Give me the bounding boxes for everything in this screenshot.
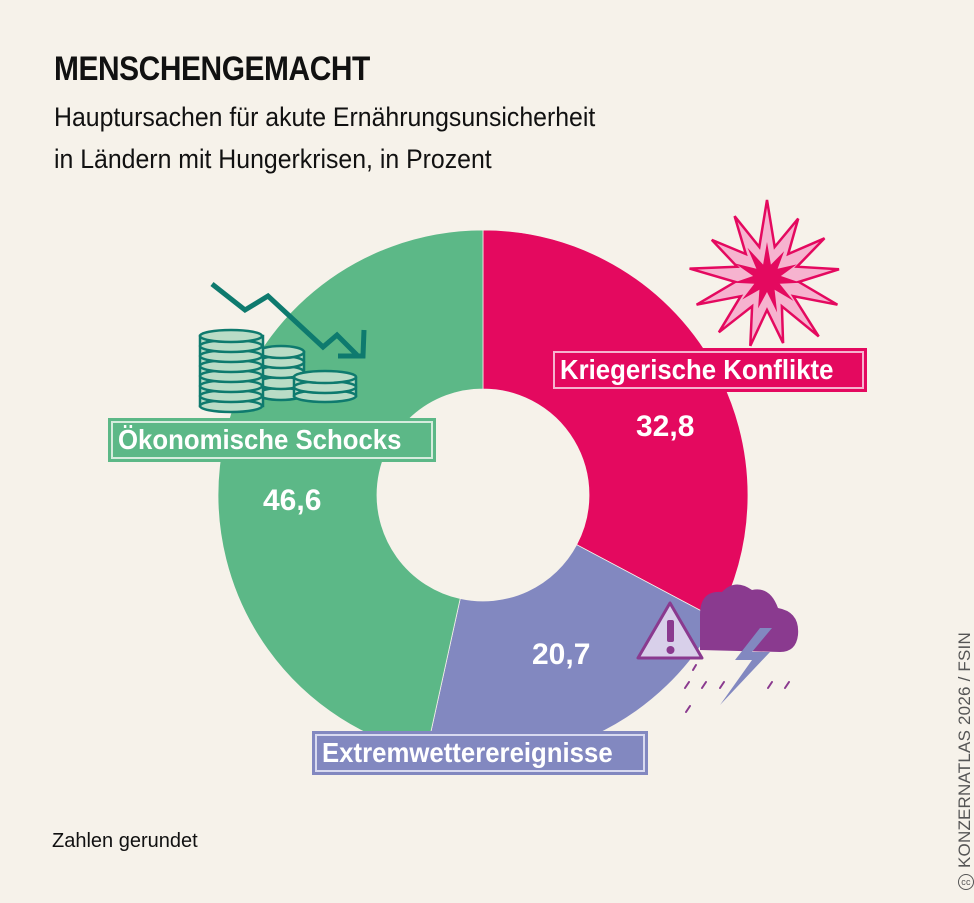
cc-license-icon: cc [957, 874, 974, 890]
label-oekonomische-schocks: Ökonomische Schocks [108, 418, 437, 462]
storm-warning-icon [636, 584, 799, 713]
label-kriegerische-konflikte: Kriegerische Konflikte [550, 348, 868, 392]
chart-title: MENSCHENGEMACHT [54, 50, 370, 88]
value-oekonomische-schocks: 46,6 [263, 484, 322, 517]
chart-subtitle: Hauptursachen für akute Ernährungsunsich… [54, 96, 595, 180]
donut-slice [217, 229, 484, 755]
falling-coins-icon [198, 282, 367, 414]
value-kriegerische-konflikte: 32,8 [636, 410, 695, 443]
subtitle-line-2: in Ländern mit Hungerkrisen, in Prozent [54, 144, 492, 174]
footnote: Zahlen gerundet [52, 830, 198, 852]
label-extremwetterereignisse: Extremwetterereignisse [312, 731, 648, 775]
value-extremwetterereignisse: 20,7 [532, 638, 591, 671]
subtitle-line-1: Hauptursachen für akute Ernährungsunsich… [54, 102, 596, 132]
donut-slice [482, 229, 749, 620]
explosion-icon [689, 199, 840, 347]
source-credit: ccKONZERNATLAS 2026 / FSIN [955, 632, 974, 890]
